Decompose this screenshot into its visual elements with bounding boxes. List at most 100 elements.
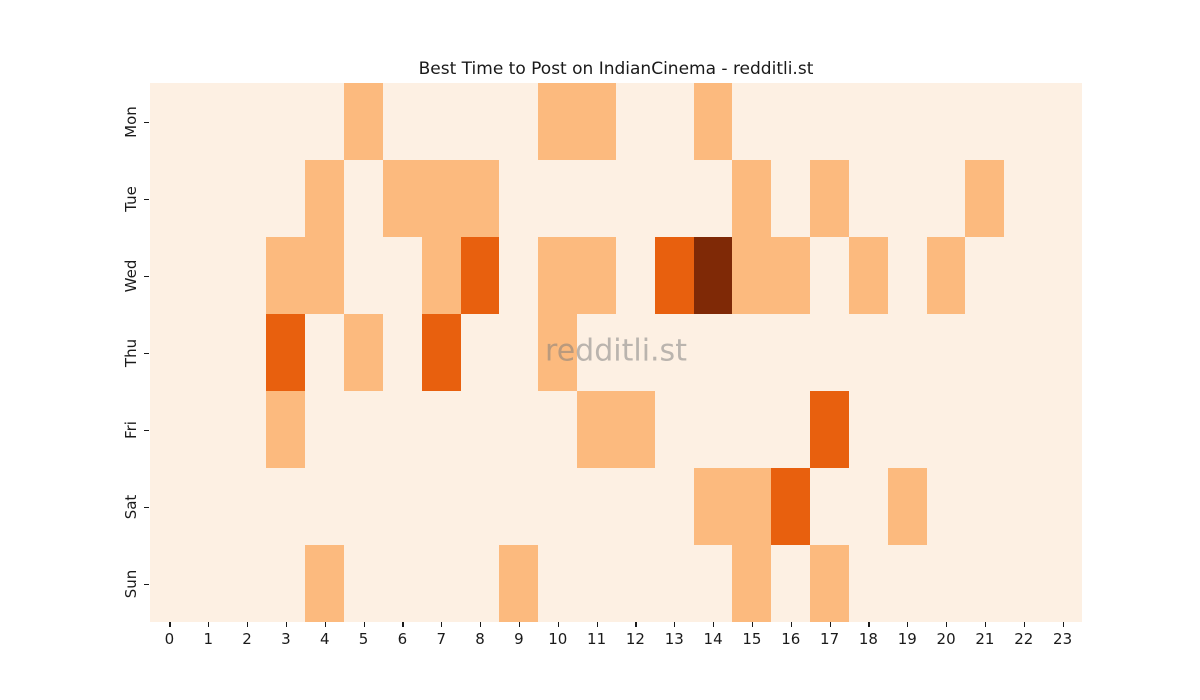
heatmap-cell [538,468,578,545]
heatmap-cell [499,160,539,237]
heatmap-cell [499,545,539,622]
y-tick-label: Mon [122,105,140,138]
heatmap-cell [965,391,1005,468]
heatmap-cell [382,391,422,468]
heatmap-cell [926,83,966,160]
heatmap-cell [538,391,578,468]
x-tick-label: 7 [436,630,447,648]
heatmap-cell [615,160,655,237]
heatmap-cell [848,468,888,545]
x-tick-label: 0 [164,630,175,648]
heatmap-cell [654,545,694,622]
heatmap-cell [460,160,500,237]
heatmap-cell [421,83,461,160]
x-tick-mark [674,622,676,627]
x-tick-label: 23 [1053,630,1073,648]
heatmap-cell [965,237,1005,314]
heatmap-cell [965,545,1005,622]
heatmap-cell [887,545,927,622]
x-tick-label: 1 [203,630,214,648]
x-tick-label: 20 [936,630,956,648]
x-tick-mark [946,622,948,627]
heatmap-cell [693,468,733,545]
x-tick-mark [557,622,559,627]
heatmap-cell [848,83,888,160]
heatmap-cell [926,468,966,545]
heatmap-cell [810,468,849,545]
heatmap-cell [771,545,811,622]
x-tick-label: 18 [858,630,878,648]
x-tick-label: 4 [319,630,330,648]
heatmap-cell [926,391,966,468]
heatmap-cell [965,160,1005,237]
x-tick-mark [324,622,326,627]
heatmap-cell [460,83,500,160]
heatmap-cell [538,83,578,160]
heatmap-cell [887,314,927,391]
heatmap-cell [499,83,539,160]
y-tick-label: Fri [122,420,140,439]
heatmap-cell [421,391,461,468]
heatmap-cell [693,83,733,160]
heatmap-cell [732,237,772,314]
x-tick-mark [1023,622,1025,627]
heatmap-cell [732,545,772,622]
heatmap-cell [538,160,578,237]
heatmap-cell [615,545,655,622]
heatmap-cell [1043,468,1082,545]
heatmap-cell [771,237,811,314]
heatmap-cell [227,314,267,391]
x-tick-label: 9 [514,630,524,648]
x-tick-label: 13 [664,630,684,648]
heatmap-cell [771,83,811,160]
heatmap-cell [150,545,189,622]
heatmap-cell [732,160,772,237]
heatmap-cell [810,391,849,468]
heatmap-cell [771,160,811,237]
heatmap-cell [150,83,189,160]
heatmap-cell [887,237,927,314]
heatmap-cell [305,545,345,622]
heatmap-cell [305,391,345,468]
heatmap-cell [732,468,772,545]
heatmap-cell [732,83,772,160]
x-tick-label: 15 [742,630,762,648]
x-tick-label: 21 [975,630,995,648]
heatmap-cell [188,237,228,314]
heatmap-cell [344,237,383,314]
y-tick-mark [144,429,149,431]
x-tick-label: 10 [548,630,568,648]
heatmap-cell [227,391,267,468]
heatmap-cell [965,314,1005,391]
heatmap-cell [460,545,500,622]
y-tick-mark [144,352,149,354]
heatmap-cell [654,468,694,545]
x-tick-mark [480,622,482,627]
x-tick-label: 8 [475,630,485,648]
heatmap-cell [382,468,422,545]
x-tick-mark [1062,622,1064,627]
heatmap-cell [499,237,539,314]
x-tick-mark [984,622,987,627]
x-tick-label: 11 [587,630,607,648]
heatmap-cell [810,237,849,314]
heatmap-cell [1004,468,1044,545]
y-tick-label: Sat [122,494,140,519]
heatmap-cell [577,83,616,160]
y-tick-label: Thu [122,338,140,367]
heatmap-cell [499,391,539,468]
x-tick-mark [868,622,870,627]
x-tick-label: 2 [242,630,252,648]
heatmap-cell [421,237,461,314]
heatmap-cell [965,83,1005,160]
heatmap-cell [693,314,733,391]
heatmap-cell [887,160,927,237]
heatmap-cell [654,83,694,160]
chart-title: Best Time to Post on IndianCinema - redd… [418,59,814,79]
heatmap-cell [848,545,888,622]
heatmap-cell [188,391,228,468]
heatmap-cell [887,468,927,545]
heatmap-cell [266,391,306,468]
heatmap-cell [344,468,383,545]
